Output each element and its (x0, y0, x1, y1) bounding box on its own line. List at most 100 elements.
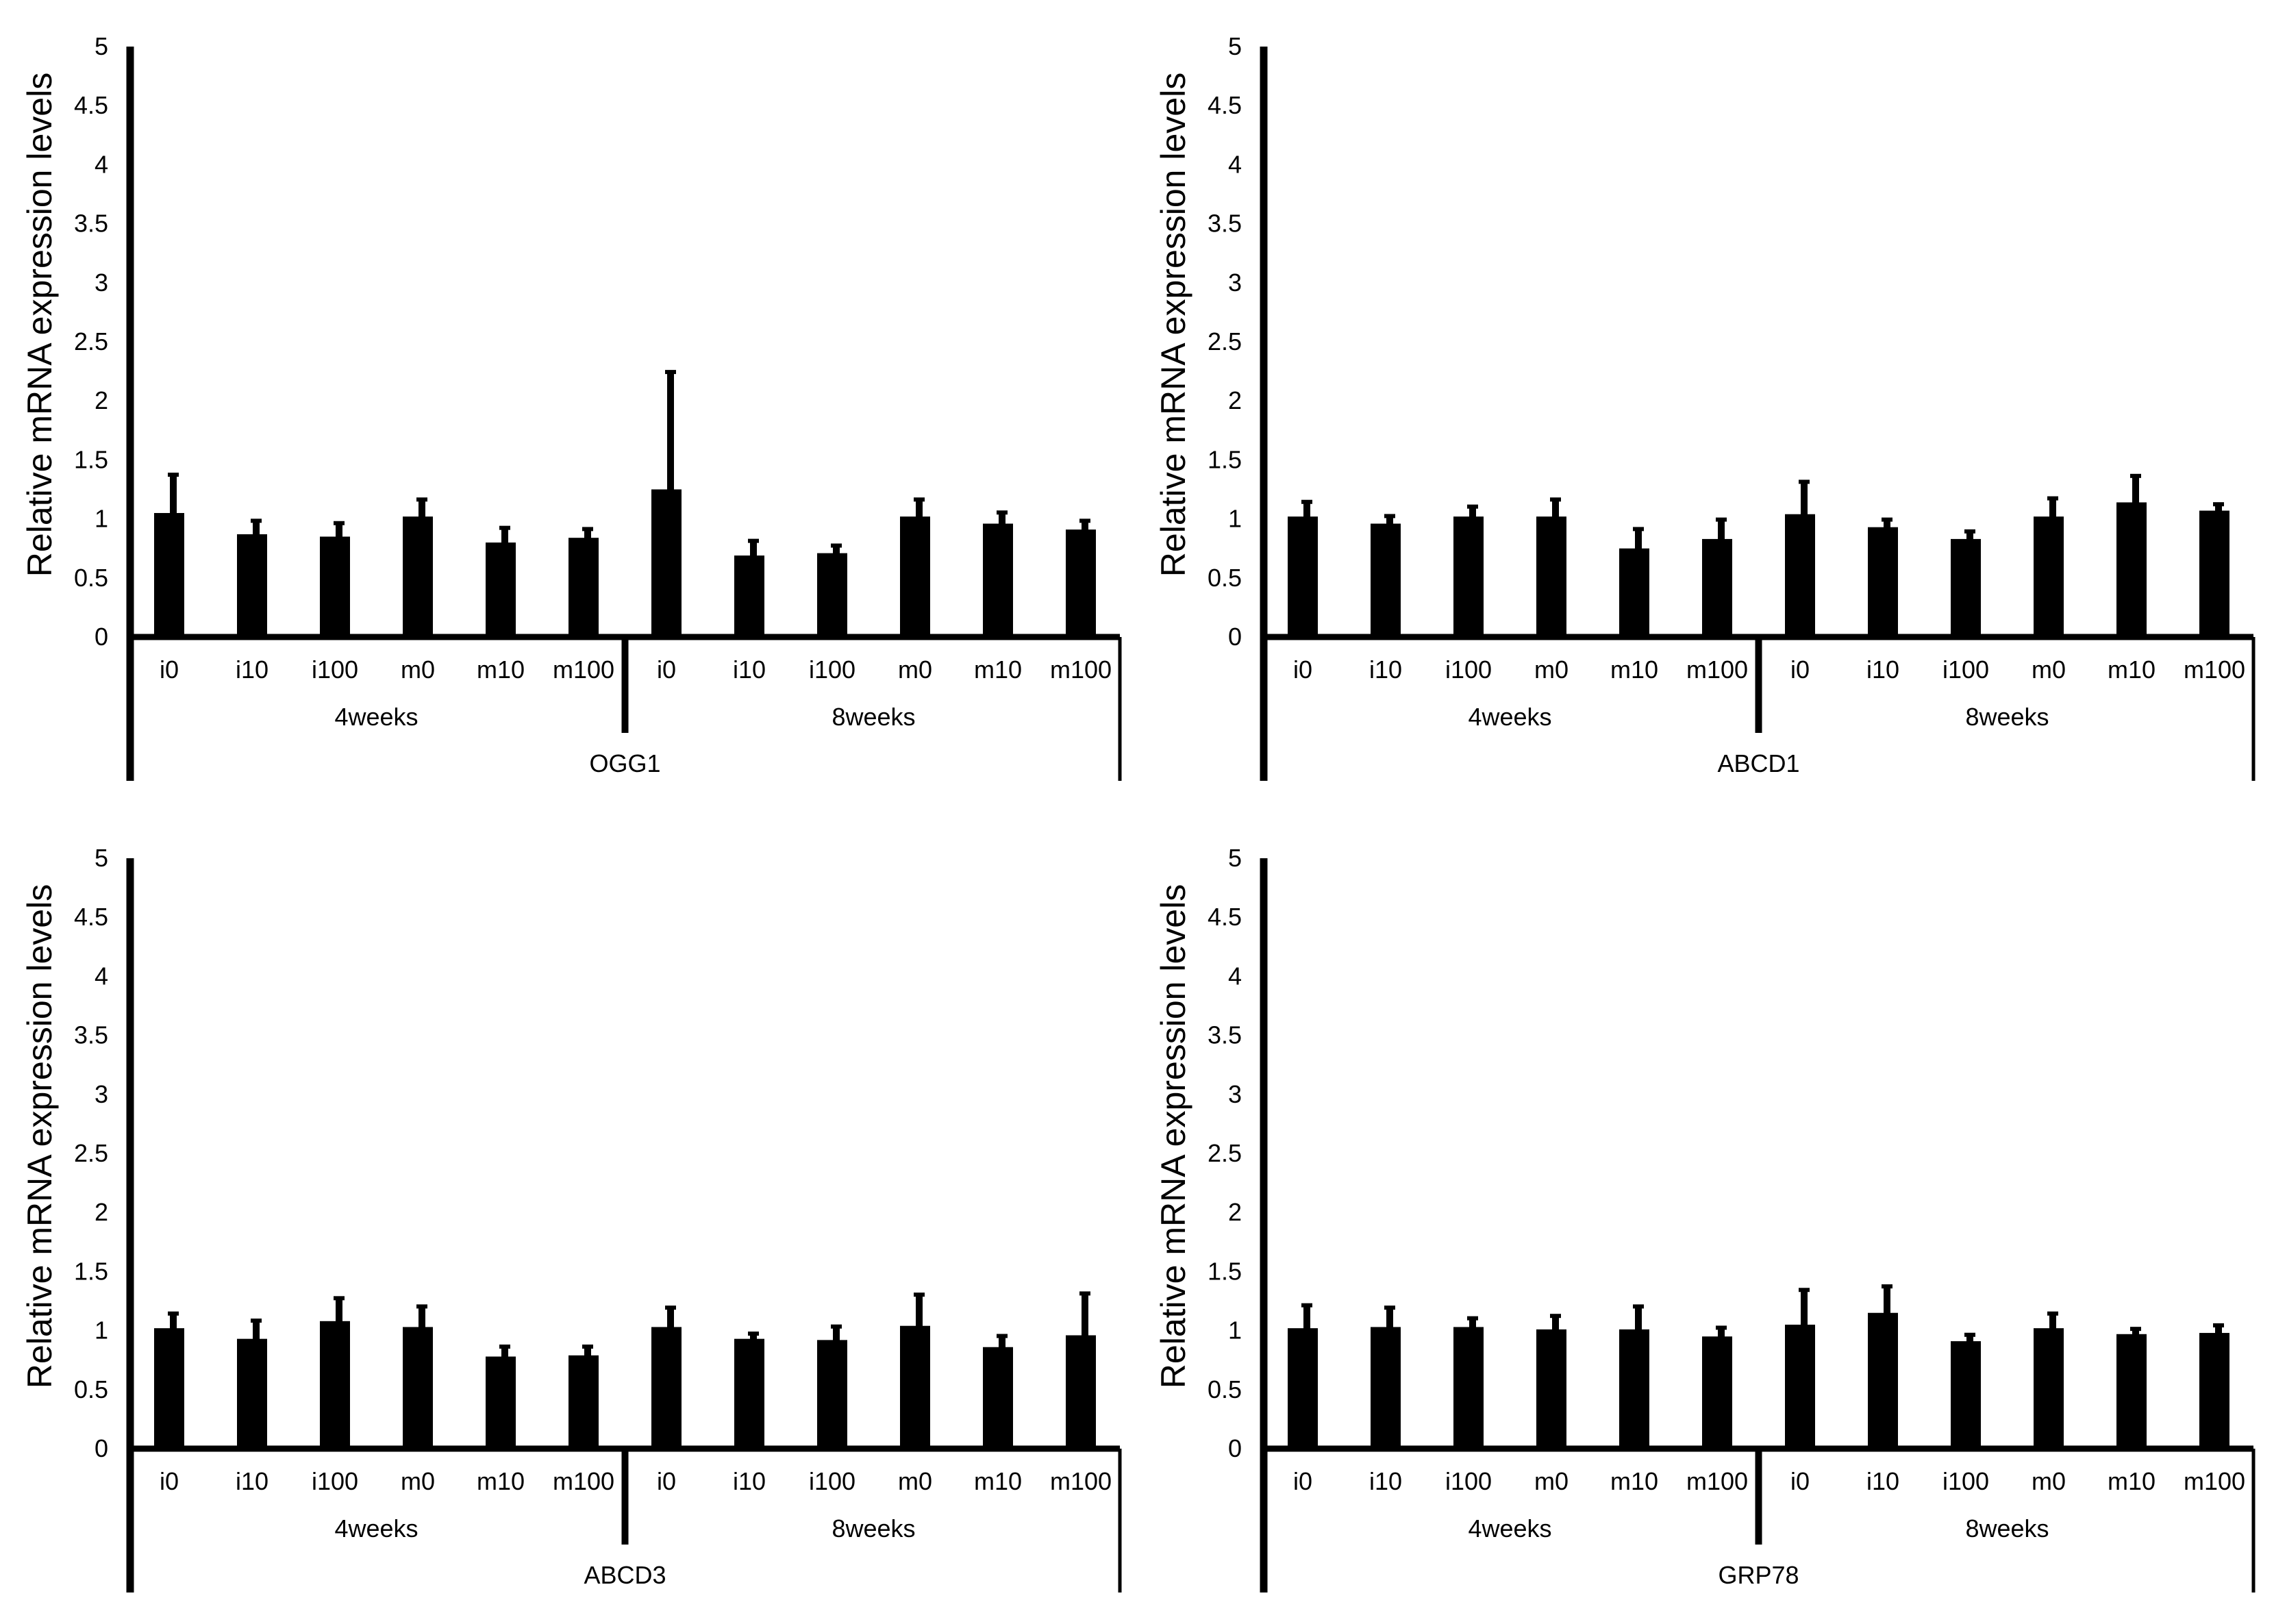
bar (1536, 1329, 1566, 1449)
bar (1702, 1336, 1732, 1449)
x-group-label: 4weeks (1468, 703, 1551, 731)
x-category-label: m10 (2108, 1467, 2156, 1495)
error-bar (1801, 481, 1808, 516)
x-category-label: i0 (657, 655, 676, 684)
bar (734, 1338, 764, 1449)
error-bar (2049, 1312, 2056, 1330)
x-category-label: i0 (657, 1467, 676, 1495)
error-bar-cap (1799, 479, 1810, 484)
y-tick-label: 2.5 (74, 1139, 108, 1167)
bar (1288, 1328, 1318, 1449)
y-tick-label: 0.5 (1208, 1375, 1242, 1403)
y-tick-label: 1 (1228, 1316, 1242, 1345)
bar (1868, 1312, 1898, 1449)
error-bar-cap (914, 497, 925, 502)
bar (2034, 516, 2064, 637)
y-tick-label: 5 (1228, 844, 1242, 872)
x-category-label: m100 (2184, 655, 2245, 684)
y-tick-label: 3.5 (74, 1021, 108, 1049)
y-tick-label: 4 (95, 962, 108, 990)
error-bar (1552, 499, 1559, 519)
error-bar (1303, 501, 1310, 519)
error-bar (253, 520, 260, 536)
x-category-label: m100 (1050, 1467, 1112, 1495)
x-category-label: i100 (809, 1467, 855, 1495)
x-group-label: 8weeks (1965, 703, 2049, 731)
bar (2116, 1334, 2147, 1449)
bar (1951, 538, 1981, 637)
x-category-label: i10 (1866, 1467, 1899, 1495)
error-bar-cap (1301, 1303, 1312, 1308)
error-bar-cap (1467, 1316, 1478, 1321)
y-tick-label: 0.5 (74, 564, 108, 592)
y-tick-label: 3 (95, 1080, 108, 1108)
error-bar (1801, 1289, 1808, 1326)
bar (817, 1340, 847, 1449)
y-tick-label: 3.5 (74, 210, 108, 238)
bar (651, 489, 682, 637)
error-bar-cap (251, 1319, 262, 1323)
x-group-label: 8weeks (832, 703, 915, 731)
error-bar (916, 1294, 923, 1327)
error-bar (1884, 519, 1890, 529)
error-bar-cap (665, 1306, 676, 1310)
error-bar-cap (748, 1332, 759, 1336)
y-tick-label: 4.5 (74, 903, 108, 931)
y-tick-label: 4.5 (74, 91, 108, 119)
error-bar-cap (1964, 529, 1975, 534)
bar (486, 542, 516, 637)
x-category-label: i10 (733, 655, 766, 684)
error-bar-cap (2213, 502, 2224, 507)
y-tick-label: 0 (95, 623, 108, 651)
x-category-label: m0 (898, 655, 932, 684)
bar (403, 1327, 433, 1449)
bar (237, 1338, 267, 1449)
bar (651, 1327, 682, 1449)
bar (1785, 514, 1815, 637)
bar (1453, 1327, 1484, 1449)
y-tick-label: 2 (1228, 1198, 1242, 1226)
x-category-label: i10 (1369, 1467, 1402, 1495)
error-bar-cap (334, 521, 345, 525)
error-bar-cap (1467, 504, 1478, 509)
bar (486, 1356, 516, 1449)
x-category-label: i100 (1942, 655, 1989, 684)
x-group-label: 4weeks (334, 703, 418, 731)
x-category-label: i100 (1445, 1467, 1492, 1495)
y-tick-label: 2.5 (74, 327, 108, 355)
error-bar (1884, 1286, 1890, 1314)
error-bar (667, 371, 674, 491)
x-category-label: m10 (1610, 1467, 1658, 1495)
error-bar-cap (251, 519, 262, 523)
x-category-label: i0 (1293, 655, 1312, 684)
bar (1288, 516, 1318, 637)
x-category-label: m0 (2032, 1467, 2066, 1495)
x-category-label: i10 (1369, 655, 1402, 684)
x-category-label: i100 (312, 655, 358, 684)
bar (1951, 1341, 1981, 1449)
y-tick-label: 3.5 (1208, 210, 1242, 238)
chart-panel-0: 0 0.5 1 1.5 2 2.5 3 3.5 4 4.5 5 Relative mRNA expre… (21, 32, 1122, 781)
error-bar (833, 545, 840, 555)
x-category-label: m100 (1050, 655, 1112, 684)
error-bar-cap (168, 473, 179, 477)
error-bar-cap (1882, 1284, 1892, 1289)
error-bar-cap (416, 497, 427, 502)
y-tick-label: 1 (95, 505, 108, 533)
x-category-label: m0 (401, 655, 435, 684)
error-bar (1966, 530, 1973, 540)
y-tick-label: 1 (1228, 505, 1242, 533)
x-category-label: m0 (1534, 655, 1569, 684)
error-bar-cap (914, 1292, 925, 1297)
bar (2034, 1328, 2064, 1449)
x-category-label: m10 (477, 655, 525, 684)
bar (568, 1355, 599, 1449)
x-category-label: i10 (733, 1467, 766, 1495)
x-group-label: 4weeks (1468, 1514, 1551, 1542)
error-bar-cap (2130, 473, 2141, 478)
x-category-label: m0 (401, 1467, 435, 1495)
error-bar (1635, 528, 1642, 550)
error-bar (1386, 1307, 1393, 1329)
bar (983, 1347, 1013, 1449)
error-bar (2215, 1324, 2222, 1335)
